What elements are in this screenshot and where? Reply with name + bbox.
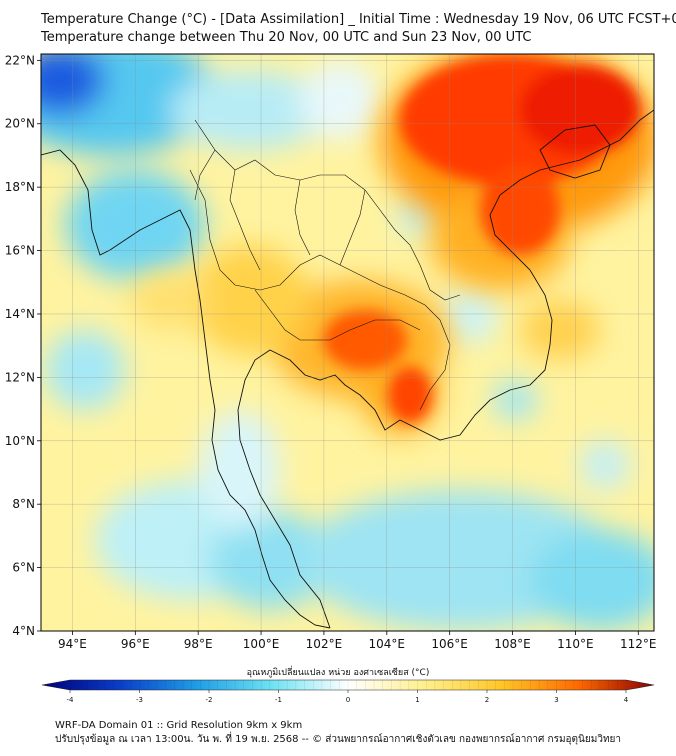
model-info: WRF-DA Domain 01 :: Grid Resolution 9km … xyxy=(55,720,303,731)
lat-tick-label: 10°N xyxy=(5,434,35,448)
colorbar-label: อุณหภูมิเปลี่ยนแปลง หน่วย องศาเซลเซียส (… xyxy=(246,668,430,678)
lon-tick-label: 96°E xyxy=(121,637,150,651)
colorbar-tick-label: 3 xyxy=(554,696,558,704)
lon-tick-label: 106°E xyxy=(431,637,468,651)
lat-tick-label: 22°N xyxy=(5,53,35,67)
cold-anomaly-areas xyxy=(41,54,654,630)
latitude-axis: 4°N 6°N 8°N 10°N 12°N 14°N 16°N 18°N 20°N 22°N xyxy=(5,53,41,638)
hainan-island xyxy=(539,124,611,179)
temperature-field xyxy=(41,54,654,631)
colorbar-tick-label: -4 xyxy=(67,696,75,704)
lon-tick-label: 104°E xyxy=(369,637,406,651)
colorbar-tick-label: 0 xyxy=(346,696,350,704)
longitude-axis: 94°E 96°E 98°E 100°E 102°E 104°E 106°E 108°E 110… xyxy=(58,631,657,651)
lat-tick-label: 18°N xyxy=(5,180,35,194)
gulf-of-thailand-coast xyxy=(237,159,581,629)
lat-tick-label: 16°N xyxy=(5,244,35,258)
lon-tick-label: 102°E xyxy=(306,637,343,651)
lat-tick-label: 20°N xyxy=(5,117,35,131)
colorbar-ticks: -4 -3 -2 -1 0 1 2 3 4 xyxy=(67,680,629,704)
lat-tick-label: 12°N xyxy=(5,370,35,384)
colorbar-tick-label: 2 xyxy=(485,696,489,704)
credit-line: ปรับปรุงข้อมูล ณ เวลา 13:00น. วัน พ. ที่… xyxy=(55,734,622,745)
lon-tick-label: 100°E xyxy=(243,637,280,651)
chart-title: Temperature Change (°C) - [Data Assimila… xyxy=(41,12,676,27)
lat-tick-label: 4°N xyxy=(12,624,35,638)
colorbar-tick-label: -3 xyxy=(136,696,143,704)
chart-subtitle: Temperature change between Thu 20 Nov, 0… xyxy=(41,30,532,45)
lon-tick-label: 94°E xyxy=(58,637,87,651)
colorbar-tick-label: -2 xyxy=(206,696,213,704)
colorbar-tick-label: 4 xyxy=(624,696,629,704)
lat-tick-label: 14°N xyxy=(5,307,35,321)
lon-tick-label: 108°E xyxy=(494,637,531,651)
lon-tick-label: 98°E xyxy=(184,637,213,651)
lat-tick-label: 6°N xyxy=(12,561,35,575)
lat-tick-label: 8°N xyxy=(12,497,35,511)
colorbar-tick-label: -1 xyxy=(275,696,282,704)
graticule xyxy=(41,54,654,631)
colorbar-tick-label: 1 xyxy=(415,696,419,704)
china-coast xyxy=(579,109,654,161)
lon-tick-label: 112°E xyxy=(620,637,657,651)
map-frame xyxy=(40,53,655,632)
hot-core-areas xyxy=(323,55,640,423)
lon-tick-label: 110°E xyxy=(557,637,594,651)
country-borders xyxy=(189,119,461,411)
